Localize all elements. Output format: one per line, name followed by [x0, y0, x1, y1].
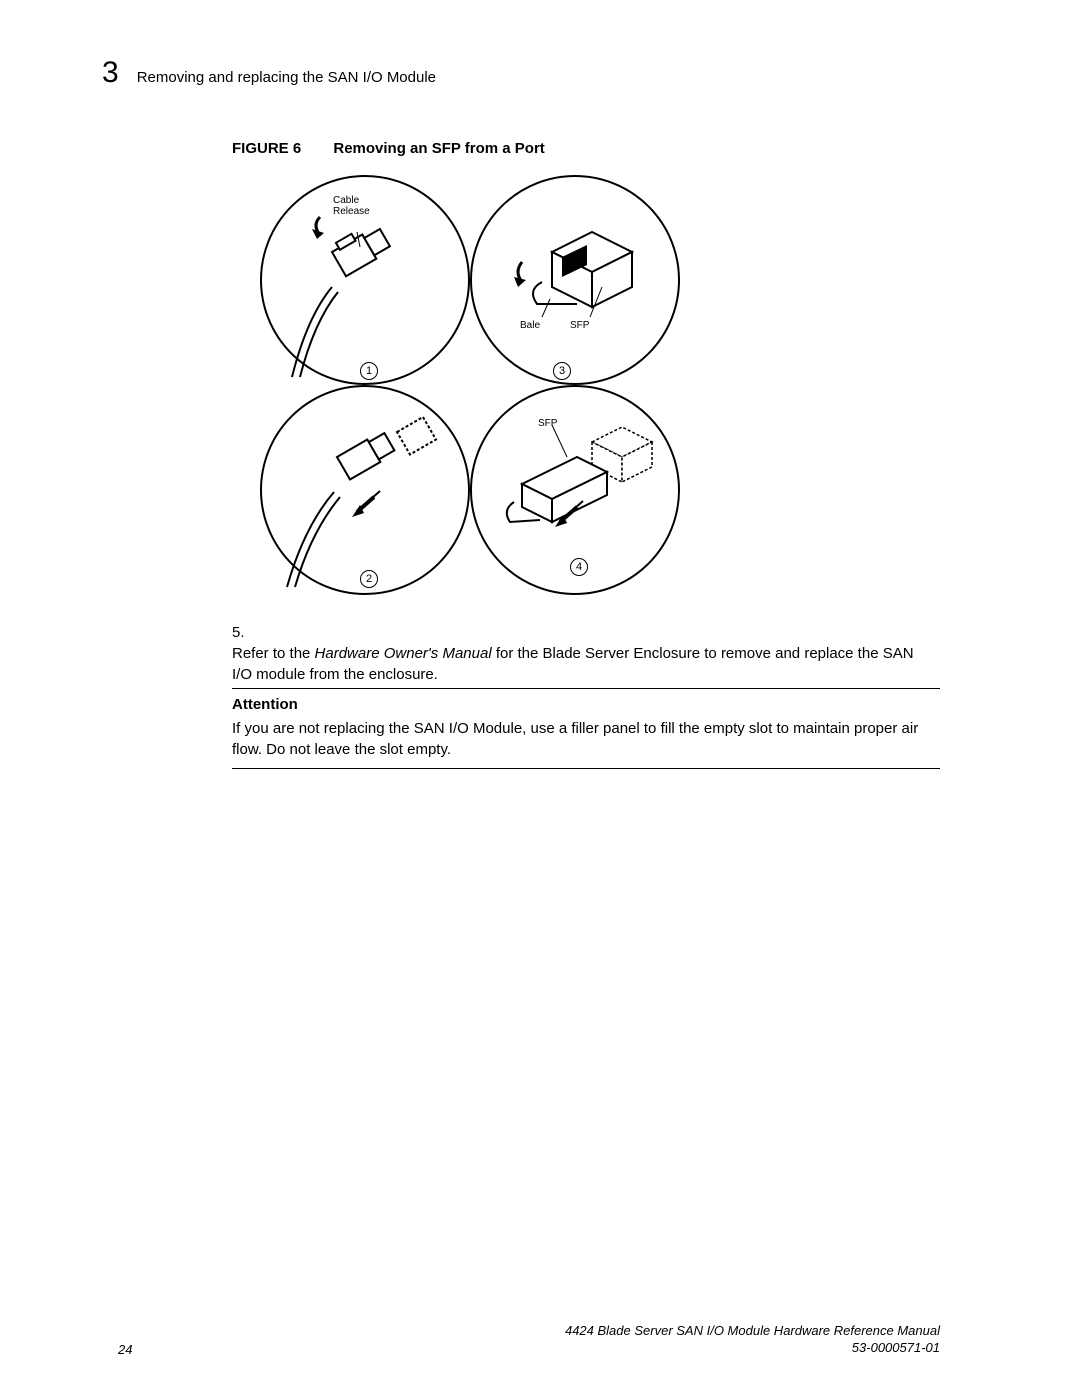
figure-label: FIGURE 6 [232, 140, 301, 157]
diagram-step-2: 2 [360, 570, 378, 588]
attention-body: If you are not replacing the SAN I/O Mod… [232, 718, 940, 760]
footer-right: 4424 Blade Server SAN I/O Module Hardwar… [565, 1323, 940, 1357]
step-5-text: Refer to the Hardware Owner's Manual for… [232, 643, 914, 685]
page-footer: 24 4424 Blade Server SAN I/O Module Hard… [118, 1323, 940, 1357]
figure-caption-row: FIGURE 6 Removing an SFP from a Port [232, 140, 545, 157]
sfp-bale-open-icon [472, 177, 682, 387]
page-header: 3 Removing and replacing the SAN I/O Mod… [102, 58, 980, 88]
manual-title: 4424 Blade Server SAN I/O Module Hardwar… [565, 1323, 940, 1338]
step-5-number: 5. [232, 622, 254, 643]
chapter-number: 3 [102, 58, 119, 88]
diagram-step-4: 4 [570, 558, 588, 576]
attention-heading: Attention [232, 696, 298, 713]
step5-em: Hardware Owner's Manual [315, 645, 492, 662]
label-sfp-c3: SFP [570, 320, 589, 331]
doc-number: 53-0000571-01 [852, 1340, 940, 1355]
figure-caption: Removing an SFP from a Port [333, 140, 544, 157]
instruction-step-5: 5. Refer to the Hardware Owner's Manual … [232, 622, 940, 685]
manual-page: 3 Removing and replacing the SAN I/O Mod… [0, 0, 1080, 1397]
chapter-title: Removing and replacing the SAN I/O Modul… [137, 69, 436, 87]
attention-rule-bottom [232, 768, 940, 769]
page-number: 24 [118, 1342, 132, 1357]
diagram-circle-2 [260, 385, 470, 595]
diagram-step-3: 3 [553, 362, 571, 380]
sfp-pull-cable-icon [262, 387, 472, 597]
label-sfp-c4: SFP [538, 418, 557, 429]
diagram-step-1: 1 [360, 362, 378, 380]
figure-6-diagram: 1 2 3 4 Cable Release Bale SFP SFP [255, 170, 695, 610]
label-cable-release: Cable Release [333, 195, 370, 217]
step5-before: Refer to the [232, 645, 315, 662]
label-bale: Bale [520, 320, 540, 331]
attention-rule-top [232, 688, 940, 689]
diagram-circle-3 [470, 175, 680, 385]
